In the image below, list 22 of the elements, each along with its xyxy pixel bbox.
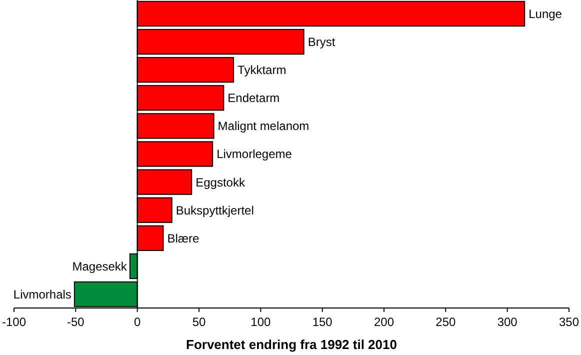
- x-tick-label: 250: [436, 315, 456, 329]
- y-tick-label: Eggstokk: [196, 175, 246, 190]
- x-tick-label: -50: [66, 315, 85, 329]
- x-tick-label: 0: [134, 315, 141, 329]
- x-axis-title: Forventet endring fra 1992 til 2010: [186, 337, 397, 352]
- y-tick-label: Magesekk: [72, 259, 128, 274]
- y-tick-label: Blære: [167, 231, 200, 246]
- y-tick-label: Livmorlegeme: [216, 147, 292, 162]
- y-tick-label: Bryst: [308, 34, 336, 49]
- y-tick-label: Malignt melanom: [218, 119, 310, 134]
- y-tick-label: Endetarm: [228, 91, 280, 106]
- x-tick-label: 300: [497, 315, 518, 329]
- x-tick-label: 200: [374, 315, 394, 329]
- x-tick-label: 50: [192, 315, 206, 329]
- x-tick-label: -100: [2, 315, 26, 329]
- x-tick-label: 350: [558, 315, 580, 329]
- x-tick-label: 100: [250, 315, 271, 329]
- x-tick-label: 150: [312, 315, 333, 329]
- y-tick-label: Lunge: [528, 6, 562, 21]
- y-tick-label: Livmorhals: [13, 287, 72, 302]
- y-tick-label: Tykktarm: [238, 63, 286, 78]
- y-tick-label: Bukspyttkjertel: [176, 203, 254, 218]
